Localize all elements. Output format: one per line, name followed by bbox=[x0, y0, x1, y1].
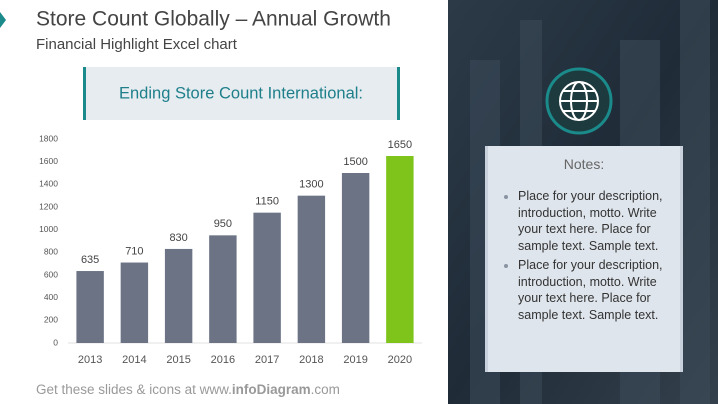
x-tick-label: 2020 bbox=[388, 354, 412, 366]
y-tick-label: 1600 bbox=[39, 156, 58, 166]
data-label: 635 bbox=[81, 254, 99, 266]
chart-title: Ending Store Count International: bbox=[119, 84, 363, 102]
notes-list: Place for your description, introduction… bbox=[488, 188, 674, 323]
bar bbox=[341, 173, 370, 343]
data-label: 710 bbox=[125, 245, 143, 257]
notes-item: Place for your description, introduction… bbox=[518, 257, 674, 323]
y-tick-label: 1200 bbox=[39, 201, 58, 211]
x-tick-label: 2013 bbox=[78, 354, 102, 366]
chart-title-box bbox=[83, 67, 400, 120]
x-tick-label: 2014 bbox=[122, 354, 146, 366]
bar bbox=[76, 271, 104, 343]
slide-subtitle: Financial Highlight Excel chart bbox=[36, 36, 238, 53]
y-tick-label: 0 bbox=[53, 337, 58, 347]
y-tick-label: 1400 bbox=[39, 179, 58, 189]
x-tick-label: 2015 bbox=[166, 354, 190, 366]
data-label: 1300 bbox=[299, 179, 323, 191]
x-tick-label: 2018 bbox=[299, 354, 323, 366]
chart-title-border bbox=[83, 67, 86, 120]
notes-text: Place for your description, introduction… bbox=[518, 258, 663, 322]
y-tick-label: 1800 bbox=[39, 133, 58, 143]
footer-brand: infoDiagram bbox=[232, 382, 311, 397]
bar bbox=[164, 248, 193, 343]
y-tick-label: 400 bbox=[44, 292, 58, 302]
y-tick-label: 600 bbox=[44, 269, 58, 279]
y-tick-label: 200 bbox=[44, 315, 58, 325]
bar bbox=[386, 156, 414, 343]
chart-title-border bbox=[397, 67, 400, 120]
footer: Get these slides & icons at www.infoDiag… bbox=[36, 382, 340, 397]
data-label: 1500 bbox=[343, 156, 367, 168]
data-label: 1650 bbox=[388, 139, 412, 151]
bar bbox=[253, 212, 281, 343]
notes-box: Notes: Place for your description, intro… bbox=[485, 146, 683, 372]
footer-text: Get these slides & icons at www. bbox=[36, 382, 232, 397]
y-tick-label: 1000 bbox=[39, 224, 58, 234]
slide-title: Store Count Globally – Annual Growth bbox=[36, 8, 391, 31]
x-tick-label: 2017 bbox=[255, 354, 279, 366]
x-tick-label: 2019 bbox=[343, 354, 367, 366]
globe-icon bbox=[545, 67, 613, 135]
data-label: 950 bbox=[214, 218, 232, 230]
y-tick-label: 800 bbox=[44, 247, 58, 257]
data-label: 830 bbox=[169, 232, 187, 244]
notes-title: Notes: bbox=[563, 156, 605, 172]
notes-text: Place for your description, introduction… bbox=[518, 189, 663, 253]
x-tick-label: 2016 bbox=[211, 354, 235, 366]
corner-marker bbox=[0, 12, 6, 28]
footer-text: .com bbox=[311, 382, 340, 397]
bar bbox=[209, 235, 237, 343]
bar bbox=[297, 195, 326, 343]
data-label: 1150 bbox=[255, 196, 279, 208]
bar bbox=[120, 262, 149, 343]
notes-item: Place for your description, introduction… bbox=[518, 188, 674, 254]
